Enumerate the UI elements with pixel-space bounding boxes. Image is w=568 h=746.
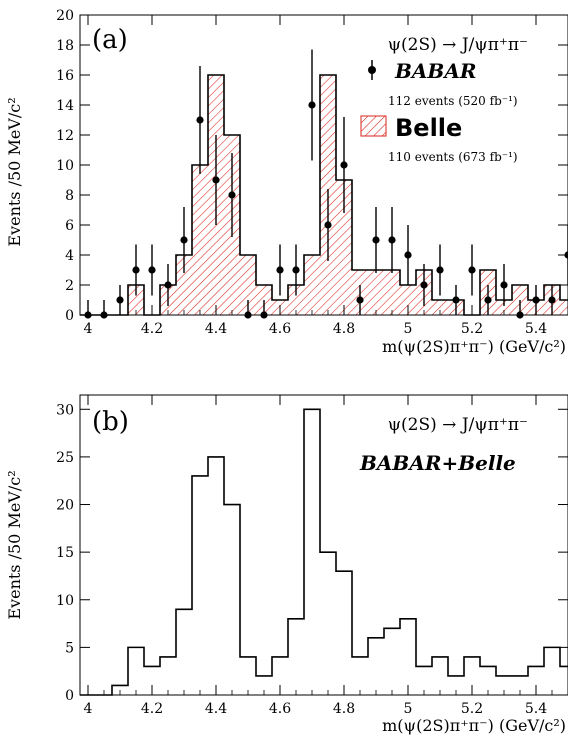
- panel-a-data-point: [308, 101, 316, 109]
- panel-a-hist-bar: [288, 285, 304, 315]
- panel-b-process: ψ(2S) → J/ψπ⁺π⁻: [388, 415, 528, 435]
- panel-a-data-point: [356, 296, 364, 304]
- panel-a-xtick-label: 4.2: [141, 321, 163, 337]
- panel-a-xlabel: m(ψ(2S)π⁺π⁻) (GeV/c²): [382, 337, 566, 356]
- panel-a-ylabel: Events /50 MeV/c²: [5, 97, 24, 246]
- panel-a-frame: [79, 14, 568, 316]
- panel-a-data-point: [436, 266, 444, 274]
- panel-a-xtick-label: 4.6: [269, 321, 291, 337]
- legend-belle-events: 110 events (673 fb⁻¹): [388, 150, 518, 164]
- panel-a-xtick-label: 4: [84, 321, 93, 337]
- panel-a-xtick-label: 5.4: [525, 321, 547, 337]
- panel-a-data-point: [324, 221, 332, 229]
- legend-combined-text: BABAR+Belle: [359, 451, 516, 475]
- panel-b-xtick-label: 4.4: [205, 701, 227, 717]
- panel-b: 4 4.2 4.4 4.6 4.8 5 5.2 5.4 0 5 10 15 20 25 30 (b) Eve…: [5, 394, 568, 735]
- panel-a-hist-outline: [80, 74, 568, 316]
- panel-a-hist-bar: [368, 270, 384, 315]
- panel-b-xtick-label: 4.8: [333, 701, 355, 717]
- panel-a-ytick-label: 12: [56, 128, 74, 144]
- panel-a-ytick-label: 6: [65, 218, 74, 234]
- legend-belle-swatch: [360, 115, 387, 137]
- panel-a-hist-bar: [560, 300, 568, 315]
- panel-b-ytick-label: 15: [56, 545, 74, 561]
- panel-a-data-point: [292, 266, 300, 274]
- panel-a-label: (a): [92, 25, 128, 55]
- legend-babar: BABAR 112 events (520 fb⁻¹): [368, 59, 518, 108]
- panel-b-ytick-label: 25: [56, 450, 74, 466]
- panel-a-ytick-label: 18: [56, 38, 74, 54]
- panel-b-ytick-label: 10: [56, 593, 74, 609]
- panel-a-hist-bar: [432, 300, 448, 315]
- panel-a-data-point: [148, 266, 156, 274]
- panel-b-ytick-label: 5: [65, 640, 74, 656]
- panel-b-xtick-label: 5.2: [461, 701, 483, 717]
- panel-a-data-point: [276, 266, 284, 274]
- panel-a-data-point: [212, 176, 220, 184]
- panel-a-ytick-label: 8: [65, 188, 74, 204]
- panel-a-data-point: [500, 281, 508, 289]
- panel-a-xtick-label: 4.4: [205, 321, 227, 337]
- panel-b-frame: [79, 394, 568, 696]
- panel-a-data-point: [452, 296, 460, 304]
- panel-b-xlabel: m(ψ(2S)π⁺π⁻) (GeV/c²): [382, 716, 566, 735]
- panel-a-xtick-label: 4.8: [333, 321, 355, 337]
- legend-belle-label: Belle: [395, 114, 462, 142]
- panel-a-hist-bar: [400, 285, 416, 315]
- panel-a-data-point: [372, 236, 380, 244]
- panel-b-ylabel: Events /50 MeV/c²: [5, 470, 24, 619]
- panel-a-data-point: [228, 191, 236, 199]
- panel-b-xtick-label: 4.6: [269, 701, 291, 717]
- legend-babar-label: BABAR: [394, 59, 476, 83]
- panel-b-ytick-label: 20: [56, 498, 74, 514]
- panel-a-ytick-label: 10: [56, 158, 74, 174]
- panel-a-ytick-label: 4: [65, 248, 74, 264]
- panel-a-data-point: [420, 281, 428, 289]
- panel-a-data-point: [404, 251, 412, 259]
- panel-b-xtick-label: 5.4: [525, 701, 547, 717]
- panel-a-ytick-label: 0: [65, 308, 74, 324]
- panel-a-data-point: [484, 296, 492, 304]
- panel-a-ytick-label: 14: [56, 98, 74, 114]
- panel-a-hist-bar: [304, 255, 320, 315]
- panel-b-label: (b): [92, 407, 129, 437]
- panel-a-hist-bar: [336, 180, 352, 315]
- panel-a-hist-bar: [192, 165, 208, 315]
- panel-a-hist-bar: [240, 255, 256, 315]
- panel-a-ytick-label: 16: [56, 68, 74, 84]
- panel-b-ytick-label: 0: [65, 688, 74, 704]
- panel-a-data-point: [180, 236, 188, 244]
- panel-a-ytick-label: 2: [65, 278, 74, 294]
- panel-a-data-point: [196, 116, 204, 124]
- panel-a-data-point: [340, 161, 348, 169]
- panel-a-hist-bar: [496, 300, 512, 315]
- panel-a-hist-bar: [176, 255, 192, 315]
- panel-a-data-point: [116, 296, 124, 304]
- panel-b-hist-outline: [80, 408, 568, 696]
- panel-a: 4 4.2 4.4 4.6 4.8 5 5.2 5.4 0 2 4 6 8 10 12 14 16 18 20 (a…: [5, 8, 568, 356]
- panel-b-ytick-label: 30: [56, 402, 74, 418]
- panel-a-data-point: [532, 296, 540, 304]
- panel-b-xtick-label: 4: [84, 701, 93, 717]
- panel-a-data-point: [468, 266, 476, 274]
- legend-combined-label: BABAR+Belle: [359, 451, 516, 475]
- panel-b-xtick-label: 5: [404, 701, 413, 717]
- panel-a-data-point: [132, 266, 140, 274]
- legend-babar-marker: [368, 66, 376, 74]
- legend-belle: Belle 110 events (673 fb⁻¹): [360, 114, 518, 164]
- panel-a-data-point: [548, 296, 556, 304]
- panel-a-xtick-label: 5.2: [461, 321, 483, 337]
- panel-a-hist-bar: [128, 285, 144, 315]
- panel-a-ytick-label: 20: [56, 8, 74, 24]
- panel-a-hist-bar: [384, 270, 400, 315]
- legend-babar-events: 112 events (520 fb⁻¹): [388, 94, 518, 108]
- panel-b-xtick-label: 4.2: [141, 701, 163, 717]
- panel-a-xtick-label: 5: [404, 321, 413, 337]
- panel-a-process: ψ(2S) → J/ψπ⁺π⁻: [388, 35, 528, 55]
- panel-a-data-point: [388, 236, 396, 244]
- panel-a-data-point: [164, 281, 172, 289]
